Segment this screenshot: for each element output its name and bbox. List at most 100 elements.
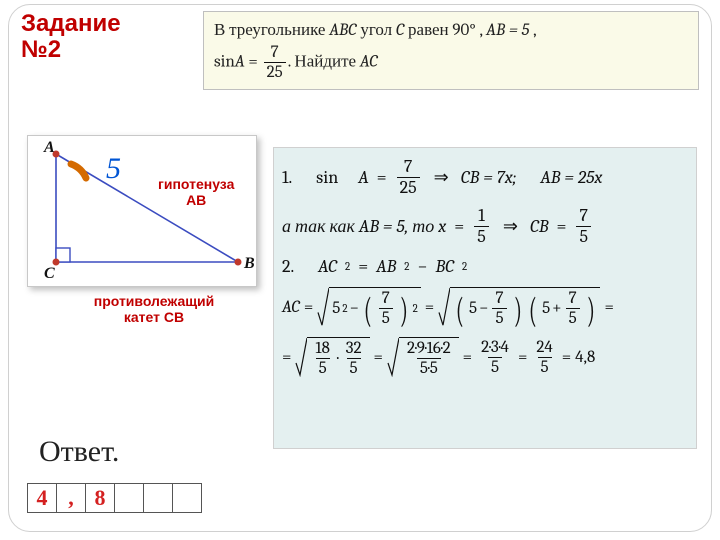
sqrt: 2·9·16·2 5·5 [387,337,459,377]
n: 7 [401,158,415,177]
t: AB = 25x [540,167,602,188]
lparen: ( [456,300,464,322]
t: BC [435,256,454,277]
n: 7 [493,290,507,308]
lparen: ( [529,300,537,322]
t: 5 [332,299,340,318]
d: 5 [379,308,393,327]
result: 4,8 [575,348,595,367]
n: 7 [577,207,591,226]
t: AC [282,298,300,317]
n: 7 [379,290,393,308]
t: = [358,256,368,277]
t: , [476,21,486,40]
implies-icon: ⇒ [434,167,449,188]
n: 32 [343,340,365,358]
t: 2 [462,260,467,273]
frac: 7 5 [379,290,393,327]
frac: 7 5 [576,207,591,246]
t: A [235,52,245,71]
t: равен [404,21,452,40]
t: противолежащий [94,293,215,309]
hypotenuse-length: 5 [106,152,121,186]
problem-statement: В треугольнике ABC угол C равен 90° , AB… [203,11,699,90]
solution-line-2: а так как AB = 5, то x = 1 5 ⇒ CB = 7 5 [282,207,688,246]
t: 2 [413,302,418,315]
title-l1: Задание [21,10,121,37]
t: АВ [186,192,206,208]
t: гипотенуза [158,176,234,192]
t: 2 [342,302,347,315]
t: 2 [345,260,350,273]
title-l2: №2 [21,36,61,63]
answer-cell [114,483,144,513]
triangle-svg: A B C [28,136,258,288]
t: AB = 5 [486,21,529,40]
t: = [463,348,472,367]
t: sin [214,52,235,71]
d: 5 [492,308,506,327]
opposite-leg-label: противолежащий катет СВ [69,293,239,325]
frac: 7 5 [492,290,506,327]
frac: 7 5 [566,290,580,327]
t: = [374,348,383,367]
t: = [377,167,387,188]
answer-boxes: 4 , 8 [27,483,202,513]
n: 2·3·4 [478,339,512,357]
t: а так как AB = 5, то x [282,216,446,237]
t: + [552,299,561,318]
n: 18 [312,340,332,358]
d: 5 [538,357,552,376]
task-title: Задание №2 [21,11,121,64]
t: − [418,256,428,277]
t: AC [360,52,378,71]
answer-cell: 4 [27,483,57,513]
frac: 2·3·4 5 [478,339,512,376]
solution-line-1: 1. sin A = 7 25 ⇒ CB = 7x; AB = 25x [282,158,688,197]
answer-cell: 8 [85,483,115,513]
answer-cell: , [56,483,86,513]
t: 5 [469,299,477,318]
t: 1. [282,167,292,188]
frac: 32 5 [343,340,365,377]
d: 5 [316,358,330,377]
t: ABC [329,21,356,40]
t: 2 [404,260,409,273]
n: 7 [268,44,282,62]
solution-box: 1. sin A = 7 25 ⇒ CB = 7x; AB = 25x а та… [273,147,697,449]
t: = [425,298,434,317]
t: = [518,348,527,367]
triangle-image: A B C 5 гипотенуза АВ [27,135,257,287]
frac: 18 5 [312,340,332,377]
t: AB [376,256,396,277]
triangle-figure: A B C 5 гипотенуза АВ противолежащий кат… [27,135,257,287]
n: 2·9·16·2 [404,340,454,358]
frac: 2·9·16·2 5·5 [404,340,454,377]
t: = [454,216,464,237]
d: 5 [576,226,591,246]
solution-line-4: AC = 52 − ( 7 5 )2 = ( [282,287,688,327]
d: 5 [347,358,361,377]
implies-icon: ⇒ [503,216,518,237]
t: A [358,167,368,188]
d: 5 [488,357,502,376]
answer-label: Ответ. [39,435,119,469]
answer-cell [172,483,202,513]
t: В треугольнике [214,21,329,40]
t: = [604,298,613,317]
rparen: ) [586,300,594,322]
frac: 1 5 [474,207,489,246]
rparen: ) [513,300,521,322]
t: − [479,299,488,318]
sqrt: ( 5 − 7 5 ) ( 5 + 7 5 ) [438,287,600,327]
solution-line-3: 2. AC2 = AB2 − BC2 [282,256,688,277]
frac: 7 25 [397,158,420,197]
d: 25 [264,62,286,81]
rparen: ) [400,300,408,322]
d: 25 [397,177,420,197]
t: = [282,348,291,367]
hypotenuse-label: гипотенуза АВ [158,176,234,208]
t: = [304,298,313,317]
t: = [562,348,571,367]
frac: 24 5 [533,339,555,376]
